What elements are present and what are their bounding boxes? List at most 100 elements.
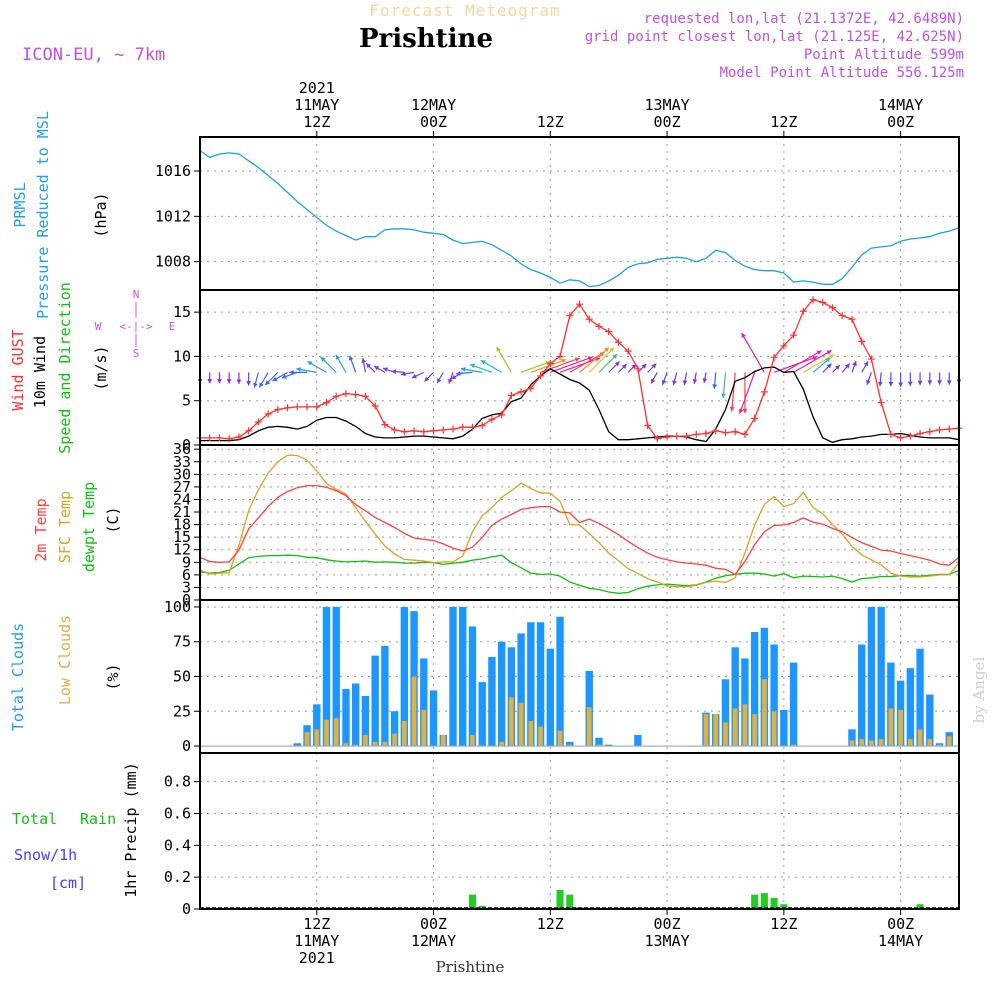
wind-arrow-head xyxy=(217,379,222,384)
gust-marker xyxy=(371,402,379,410)
cloud-panel: 0 25 50 75 100 xyxy=(164,598,960,755)
total-cloud-bar xyxy=(517,633,525,747)
wind-arrow-head xyxy=(460,367,466,372)
wind-arrow-head xyxy=(898,382,904,387)
precip-frame xyxy=(199,752,960,910)
dewpoint-line xyxy=(199,554,960,594)
low-cloud-bar xyxy=(859,739,865,747)
gust-marker xyxy=(381,421,389,429)
compass-rose: N W <-|-> E S xyxy=(95,288,176,360)
y-tick-label: 0 xyxy=(182,737,191,755)
compass-east: E xyxy=(169,320,176,333)
gust-label: Wind GUST xyxy=(9,329,27,410)
wind-arrow-head xyxy=(480,360,486,365)
gust-marker xyxy=(430,427,438,435)
wind-arrow-head xyxy=(946,380,952,385)
grid-point-location: grid point closest lon,lat (21.125E, 42.… xyxy=(585,29,964,45)
bottom-time-label: 12Z xyxy=(770,915,797,933)
gust-marker xyxy=(274,406,282,414)
low-cloud-bar xyxy=(567,744,573,747)
wind-arrow-head xyxy=(907,381,913,386)
total-cloud-bar xyxy=(478,682,486,747)
wind-arrow-head xyxy=(296,367,302,372)
total-cloud-bar xyxy=(634,734,642,747)
gust-marker xyxy=(760,388,768,396)
wind-arrow-shaft xyxy=(793,349,832,373)
gust-marker xyxy=(400,428,408,436)
low-cloud-bar xyxy=(752,714,757,747)
gust-marker xyxy=(790,331,798,339)
wind-arrow-head xyxy=(246,381,252,386)
gust-marker xyxy=(361,392,369,400)
gust-marker xyxy=(215,434,223,442)
wind-arrow-head xyxy=(631,364,637,370)
wind-arrow-head xyxy=(335,354,341,360)
top-time-label: 12Z xyxy=(770,113,797,131)
wind-arrow-head xyxy=(844,363,850,369)
gust-marker xyxy=(323,398,330,406)
total-cloud-bar xyxy=(877,606,885,747)
wind-arrow-head xyxy=(721,393,726,399)
total-cloud-bar xyxy=(887,662,895,747)
y-tick-label: 24 xyxy=(173,490,191,508)
y-tick-label: 0 xyxy=(182,436,191,454)
wind-arrow-head xyxy=(712,384,718,389)
low-cloud-bar xyxy=(888,708,894,747)
y-tick-label: 6 xyxy=(182,566,191,584)
y-tick-label: 15 xyxy=(173,528,191,546)
dewpt-label: dewpt Temp xyxy=(80,482,98,572)
wind-arrow-head xyxy=(437,378,442,384)
wind-arrow-head xyxy=(451,374,457,379)
low-cloud-bar xyxy=(898,709,903,747)
wind-arrow-head xyxy=(937,380,942,385)
wind-arrow-shaft xyxy=(783,350,822,373)
gust-marker xyxy=(916,429,924,437)
gust-marker xyxy=(945,425,953,433)
low-cloud-bar xyxy=(703,714,709,747)
gust-marker xyxy=(439,426,447,434)
gust-marker xyxy=(848,315,856,323)
total-cloud-bar xyxy=(390,711,399,747)
bottom-time-label: 13MAY xyxy=(644,932,689,950)
wind-arrow-head xyxy=(826,363,832,369)
rain-bar xyxy=(468,894,476,909)
wind-arrow-shaft xyxy=(579,347,610,373)
bottom-time-label: 14MAY xyxy=(878,932,923,950)
total-cloud-bar xyxy=(527,622,535,747)
precip-unit-label: 1hr Precip (mm) xyxy=(122,762,140,897)
rain-bar xyxy=(566,894,574,909)
gust-marker xyxy=(391,426,399,434)
gust-marker xyxy=(206,434,214,442)
y-tick-label: 0.8 xyxy=(164,773,191,791)
wind-arrow-head xyxy=(374,366,380,371)
wind-arrow-head xyxy=(927,380,933,385)
wind-arrow-head xyxy=(682,380,688,385)
low-cloud-bar xyxy=(411,676,417,747)
low-cloud-bar xyxy=(937,744,942,747)
low-cloud-bar xyxy=(363,734,368,747)
wind-arrow-shaft xyxy=(540,357,581,373)
model-label: ICON-EU, ~ 7km xyxy=(22,45,165,65)
compass-west: W xyxy=(95,320,102,333)
gust-marker xyxy=(420,428,428,436)
rain-bar xyxy=(770,897,778,909)
wind-arrow-head xyxy=(917,380,923,386)
wind-unit-label: (m/s) xyxy=(92,345,110,390)
total-cloud-bar xyxy=(342,689,350,747)
bottom-time-label: 00Z xyxy=(887,915,914,933)
total-cloud-bar xyxy=(595,737,603,747)
gust-marker xyxy=(410,427,418,435)
total-cloud-bar xyxy=(400,606,409,747)
gust-marker xyxy=(595,322,603,330)
total-cloud-bar xyxy=(750,631,759,747)
gust-marker xyxy=(838,312,846,320)
wind-arrow-head xyxy=(307,361,313,366)
y-tick-label: 100 xyxy=(164,598,191,616)
gust-marker xyxy=(751,414,759,422)
bottom-time-label: 12Z xyxy=(537,915,564,933)
gust-marker xyxy=(245,427,253,435)
rain-bar xyxy=(760,893,768,909)
wind-arrow-head xyxy=(863,361,869,367)
